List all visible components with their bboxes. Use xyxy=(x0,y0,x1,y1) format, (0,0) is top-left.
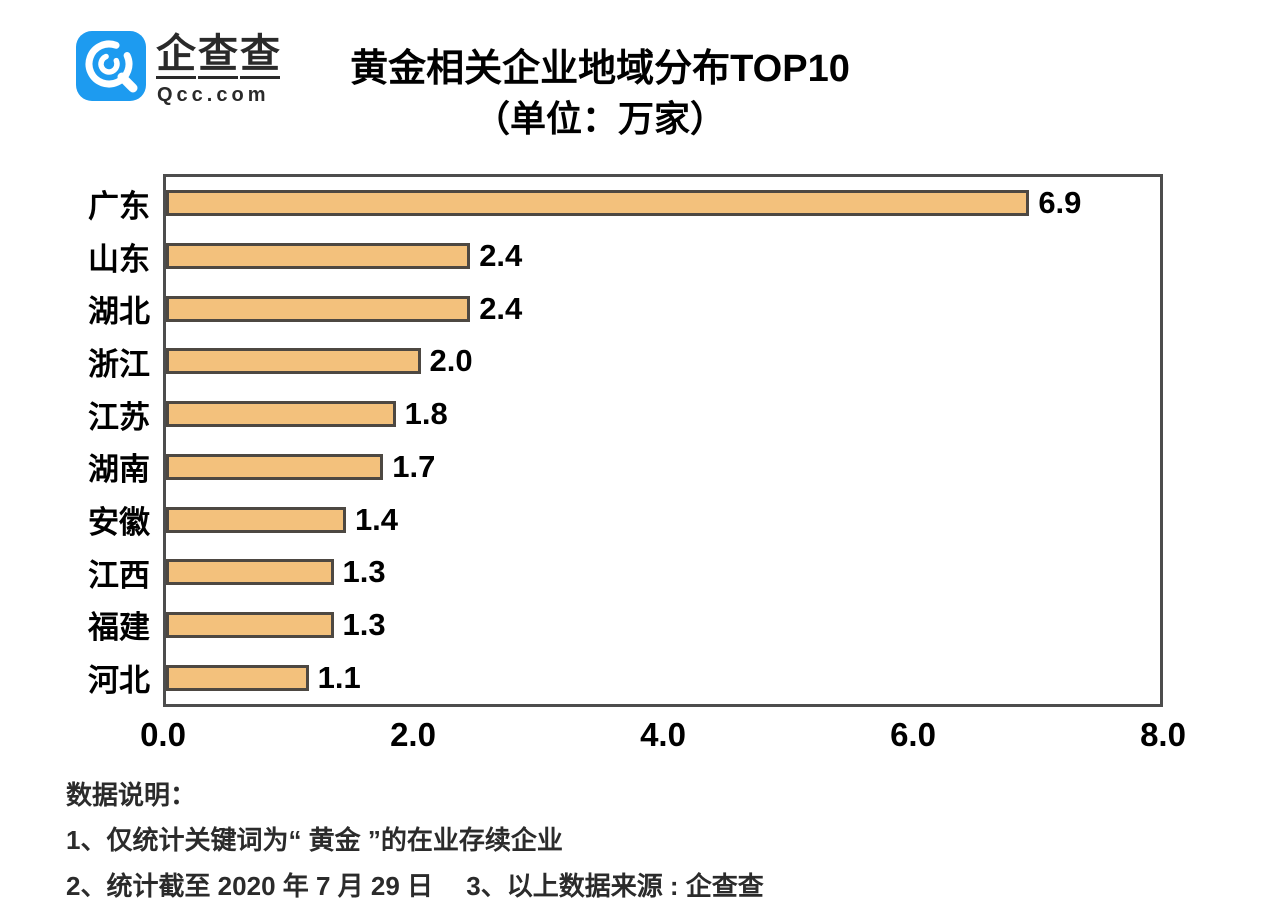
bar xyxy=(166,401,396,428)
value-label: 2.4 xyxy=(479,290,523,326)
value-label: 1.3 xyxy=(342,606,386,642)
value-label: 1.4 xyxy=(354,501,399,537)
plot-area: 广东 6.9 山东 2.4 湖北 2.4 浙江 2.0 江苏 1.8 湖南 1.7 安徽 1.4 江西 1.3… xyxy=(88,174,1163,707)
logo-wordmark: 企查查 xyxy=(156,33,282,79)
note-line-1: 1、仅统计关键词为“ 黄金 ”的在业存续企业 xyxy=(66,825,563,855)
value-label: 2.4 xyxy=(479,238,523,274)
x-tick-label: 2.0 xyxy=(390,716,436,753)
x-tick-label: 4.0 xyxy=(640,716,686,753)
chart-title-block: 黄金相关企业地域分布TOP10 （单位：万家） xyxy=(230,44,970,144)
logo-char: 查 xyxy=(240,33,280,79)
magnifier-spiral-icon xyxy=(76,31,146,101)
bar xyxy=(166,453,384,480)
value-label: 1.8 xyxy=(404,396,448,432)
logo-char: 企 xyxy=(156,33,196,79)
bar xyxy=(166,611,334,638)
bar-row: 浙江 2.0 xyxy=(88,335,1160,388)
bar xyxy=(166,559,334,586)
bar-row: 江苏 1.8 xyxy=(88,388,1160,441)
notes-heading: 数据说明： xyxy=(66,780,197,810)
bar xyxy=(166,190,1030,217)
bar-row: 湖南 1.7 xyxy=(88,441,1160,494)
category-label: 浙江 xyxy=(88,346,150,382)
category-label: 福建 xyxy=(88,610,150,646)
bar-row: 江西 1.3 xyxy=(88,546,1160,599)
logo-domain-text: Qcc.com xyxy=(157,84,270,106)
category-label: 湖北 xyxy=(88,294,150,330)
bar xyxy=(166,664,309,691)
category-label: 江西 xyxy=(88,557,150,593)
bar-row: 湖北 2.4 xyxy=(88,282,1160,335)
value-label: 1.3 xyxy=(342,554,386,590)
x-tick-label: 8.0 xyxy=(1140,716,1186,753)
category-label: 湖南 xyxy=(88,452,150,488)
value-label: 2.0 xyxy=(429,343,473,379)
note-line-2: 2、统计截至 2020 年 7 月 29 日 3、以上数据来源 : 企查查 xyxy=(66,871,764,901)
category-label: 河北 xyxy=(88,663,150,699)
bar xyxy=(166,506,346,533)
logo-char: 查 xyxy=(198,33,238,79)
bar xyxy=(166,348,421,375)
chart-title: 黄金相关企业地域分布TOP10 xyxy=(350,48,850,90)
bar xyxy=(166,243,471,270)
category-label: 江苏 xyxy=(88,399,150,435)
bar-row: 河北 1.1 xyxy=(88,651,1160,704)
bar-row: 福建 1.3 xyxy=(88,599,1160,652)
category-label: 安徽 xyxy=(88,505,150,541)
bar-row: 山东 2.4 xyxy=(88,230,1160,283)
category-label: 山东 xyxy=(88,241,150,277)
category-label: 广东 xyxy=(88,188,150,224)
x-axis: 0.0 2.0 4.0 6.0 8.0 xyxy=(140,716,1186,762)
value-label: 1.1 xyxy=(317,659,361,695)
bar-row: 广东 6.9 xyxy=(88,177,1160,230)
bar xyxy=(166,295,471,322)
x-tick-label: 0.0 xyxy=(140,716,186,753)
value-label: 1.7 xyxy=(392,448,436,484)
bar-row: 安徽 1.4 xyxy=(88,493,1160,546)
qcc-logo-icon xyxy=(76,31,146,101)
chart-subtitle: （单位：万家） xyxy=(473,98,726,140)
value-label: 6.9 xyxy=(1038,185,1082,221)
x-tick-label: 6.0 xyxy=(890,716,936,753)
